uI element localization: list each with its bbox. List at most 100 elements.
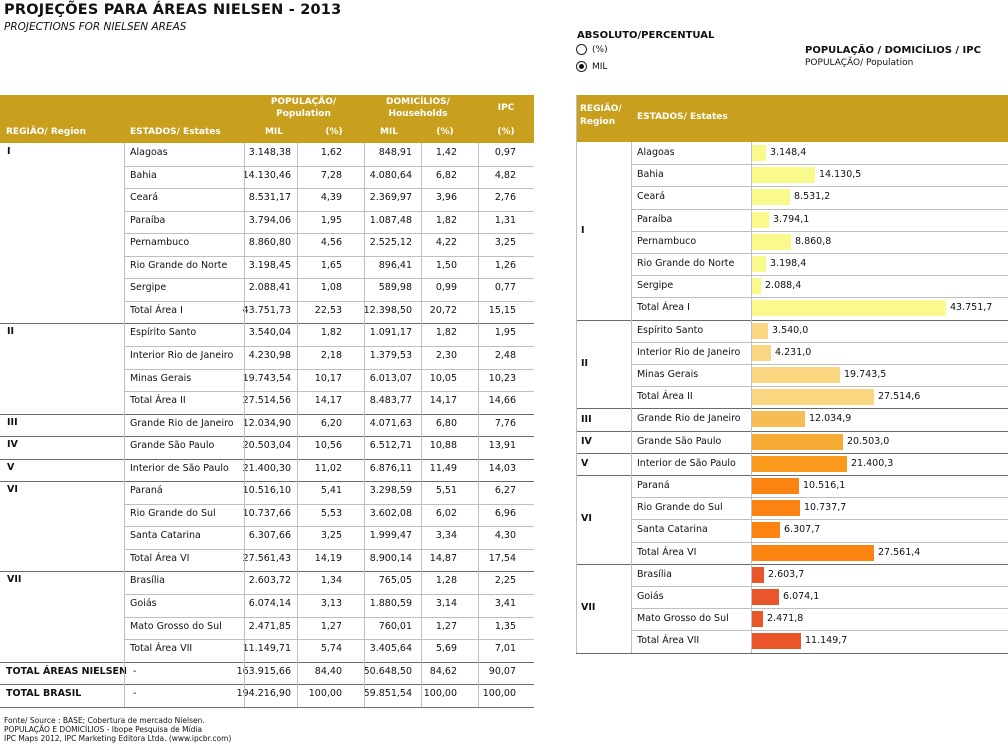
chart-bar-value: 3.794,1 xyxy=(773,213,810,225)
cell-dom-pct: 10,05 xyxy=(429,372,457,384)
chart-bar xyxy=(752,544,874,561)
cell-pop-mil: 10.737,66 xyxy=(242,507,291,519)
header-pop-pct: (%) xyxy=(325,127,343,137)
chart-bar-value: 3.198,4 xyxy=(770,258,807,269)
chart-header-region: REGIÃO/ Region xyxy=(580,104,622,127)
chart-bar xyxy=(752,167,815,184)
chart-bar-value: 14.130,5 xyxy=(819,169,862,181)
cell-dom-mil: 12.398,50 xyxy=(363,304,412,316)
row-divider xyxy=(631,230,1008,232)
cell-dom-pct: 20,72 xyxy=(429,304,457,316)
radio-percent-icon[interactable] xyxy=(576,44,587,55)
group-divider xyxy=(0,323,534,325)
group-divider xyxy=(0,684,534,686)
chart-bar xyxy=(752,233,791,250)
cell-pop-pct: 10,56 xyxy=(314,440,342,452)
chart-row-label: Bahia xyxy=(637,169,664,181)
radio-option-mil[interactable]: MIL xyxy=(576,61,607,72)
chart-region-label: IV xyxy=(581,435,592,447)
cell-ipc: 10,23 xyxy=(488,372,516,384)
cell-dom-mil: 848,91 xyxy=(378,147,412,158)
cell-dom-mil: 6.013,07 xyxy=(369,372,412,384)
cell-dom-pct: 84,62 xyxy=(429,665,457,677)
cell-ipc: 1,95 xyxy=(494,327,516,339)
cell-pop-pct: 5,74 xyxy=(320,643,342,655)
table-row-state: Bahia xyxy=(130,169,157,181)
cell-ipc: 6,27 xyxy=(494,485,516,497)
cell-ipc: 1,31 xyxy=(494,214,516,226)
row-divider xyxy=(631,297,1008,299)
radio-mil-icon[interactable] xyxy=(576,61,587,72)
cell-ipc: 2,25 xyxy=(494,575,516,587)
header-pop-mil: MIL xyxy=(264,127,284,137)
table-row-state: Interior Rio de Janeiro xyxy=(130,349,234,361)
chart-bar-value: 8.860,8 xyxy=(795,235,832,247)
chart-bar xyxy=(752,500,800,517)
cell-dom-pct: 4,22 xyxy=(435,237,457,249)
cell-pop-pct: 4,39 xyxy=(320,192,342,204)
table-row-state: Rio Grande do Norte xyxy=(130,259,228,271)
cell-pop-pct: 5,41 xyxy=(320,485,342,497)
chart-row-label: Mato Grosso do Sul xyxy=(637,613,729,625)
cell-dom-pct: 1,28 xyxy=(435,575,457,587)
chart-row-label: Paraíba xyxy=(637,213,673,225)
chart-row-label: Interior de São Paulo xyxy=(637,457,736,469)
chart-row-label: Sergipe xyxy=(637,280,674,292)
row-divider xyxy=(631,164,1008,166)
total-dash: - xyxy=(133,665,137,677)
cell-dom-mil: 1.880,59 xyxy=(369,598,412,609)
row-divider xyxy=(124,233,534,235)
row-divider xyxy=(124,188,534,190)
cell-pop-mil: 2.603,72 xyxy=(248,575,291,587)
cell-dom-pct: 2,30 xyxy=(435,349,457,361)
group-divider xyxy=(576,319,1008,321)
cell-pop-pct: 6,20 xyxy=(320,417,342,429)
cell-ipc: 7,01 xyxy=(494,643,516,655)
row-divider xyxy=(631,519,1008,521)
row-divider xyxy=(124,548,534,550)
row-divider xyxy=(631,630,1008,632)
footer-line: IPC Maps 2012, IPC Marketing Editora Ltd… xyxy=(4,734,232,743)
row-divider xyxy=(124,165,534,167)
cell-pop-pct: 5,53 xyxy=(320,507,342,519)
cell-pop-mil: 10.516,10 xyxy=(242,485,291,497)
row-divider xyxy=(124,255,534,257)
cell-pop-mil: 8.531,17 xyxy=(248,192,291,204)
table-row-state: Goiás xyxy=(130,598,157,609)
chart-bar-value: 12.034,9 xyxy=(809,413,852,425)
cell-pop-pct: 7,28 xyxy=(320,169,342,181)
chart-region-label: VI xyxy=(581,513,592,525)
cell-pop-mil: 3.148,38 xyxy=(248,147,291,158)
cell-dom-pct: 11,49 xyxy=(429,462,457,474)
region-label: V xyxy=(7,461,15,473)
group-divider xyxy=(576,430,1008,432)
cell-ipc: 1,35 xyxy=(494,620,516,632)
chart-bar-value: 11.149,7 xyxy=(805,635,848,647)
cell-pop-mil: 6.074,14 xyxy=(248,598,291,609)
cell-dom-pct: 1,50 xyxy=(435,259,457,271)
chart-row-label: Alagoas xyxy=(637,147,675,158)
cell-dom-pct: 1,27 xyxy=(435,620,457,632)
chart-row-label: Goiás xyxy=(637,591,664,602)
chart-region-label: V xyxy=(581,457,589,469)
row-divider xyxy=(124,278,534,280)
cell-dom-mil: 3.298,59 xyxy=(369,485,412,497)
row-divider xyxy=(124,503,534,505)
column-divider xyxy=(576,95,577,653)
header-region: REGIÃO/ Region xyxy=(6,127,87,137)
cell-dom-mil: 896,41 xyxy=(378,259,412,271)
chart-title: POPULAÇÃO / DOMICÍLIOS / IPC xyxy=(805,45,981,56)
footer-line: Fonte/ Source : BASE; Cobertura de merca… xyxy=(4,716,205,725)
chart-row-label: Santa Catarina xyxy=(637,524,708,536)
header-dom-pct: (%) xyxy=(436,127,454,137)
table-row-state: Mato Grosso do Sul xyxy=(130,620,222,632)
table-row-state: Brasília xyxy=(130,575,165,587)
group-divider xyxy=(576,652,1008,654)
group-divider xyxy=(0,571,534,573)
radio-option-percent[interactable]: (%) xyxy=(576,44,608,55)
chart-bar-value: 43.751,7 xyxy=(950,302,993,314)
chart-bar-value: 19.743,5 xyxy=(844,369,887,380)
cell-ipc: 0,77 xyxy=(494,282,516,294)
chart-bar xyxy=(752,411,805,428)
total-dash: - xyxy=(133,688,137,700)
